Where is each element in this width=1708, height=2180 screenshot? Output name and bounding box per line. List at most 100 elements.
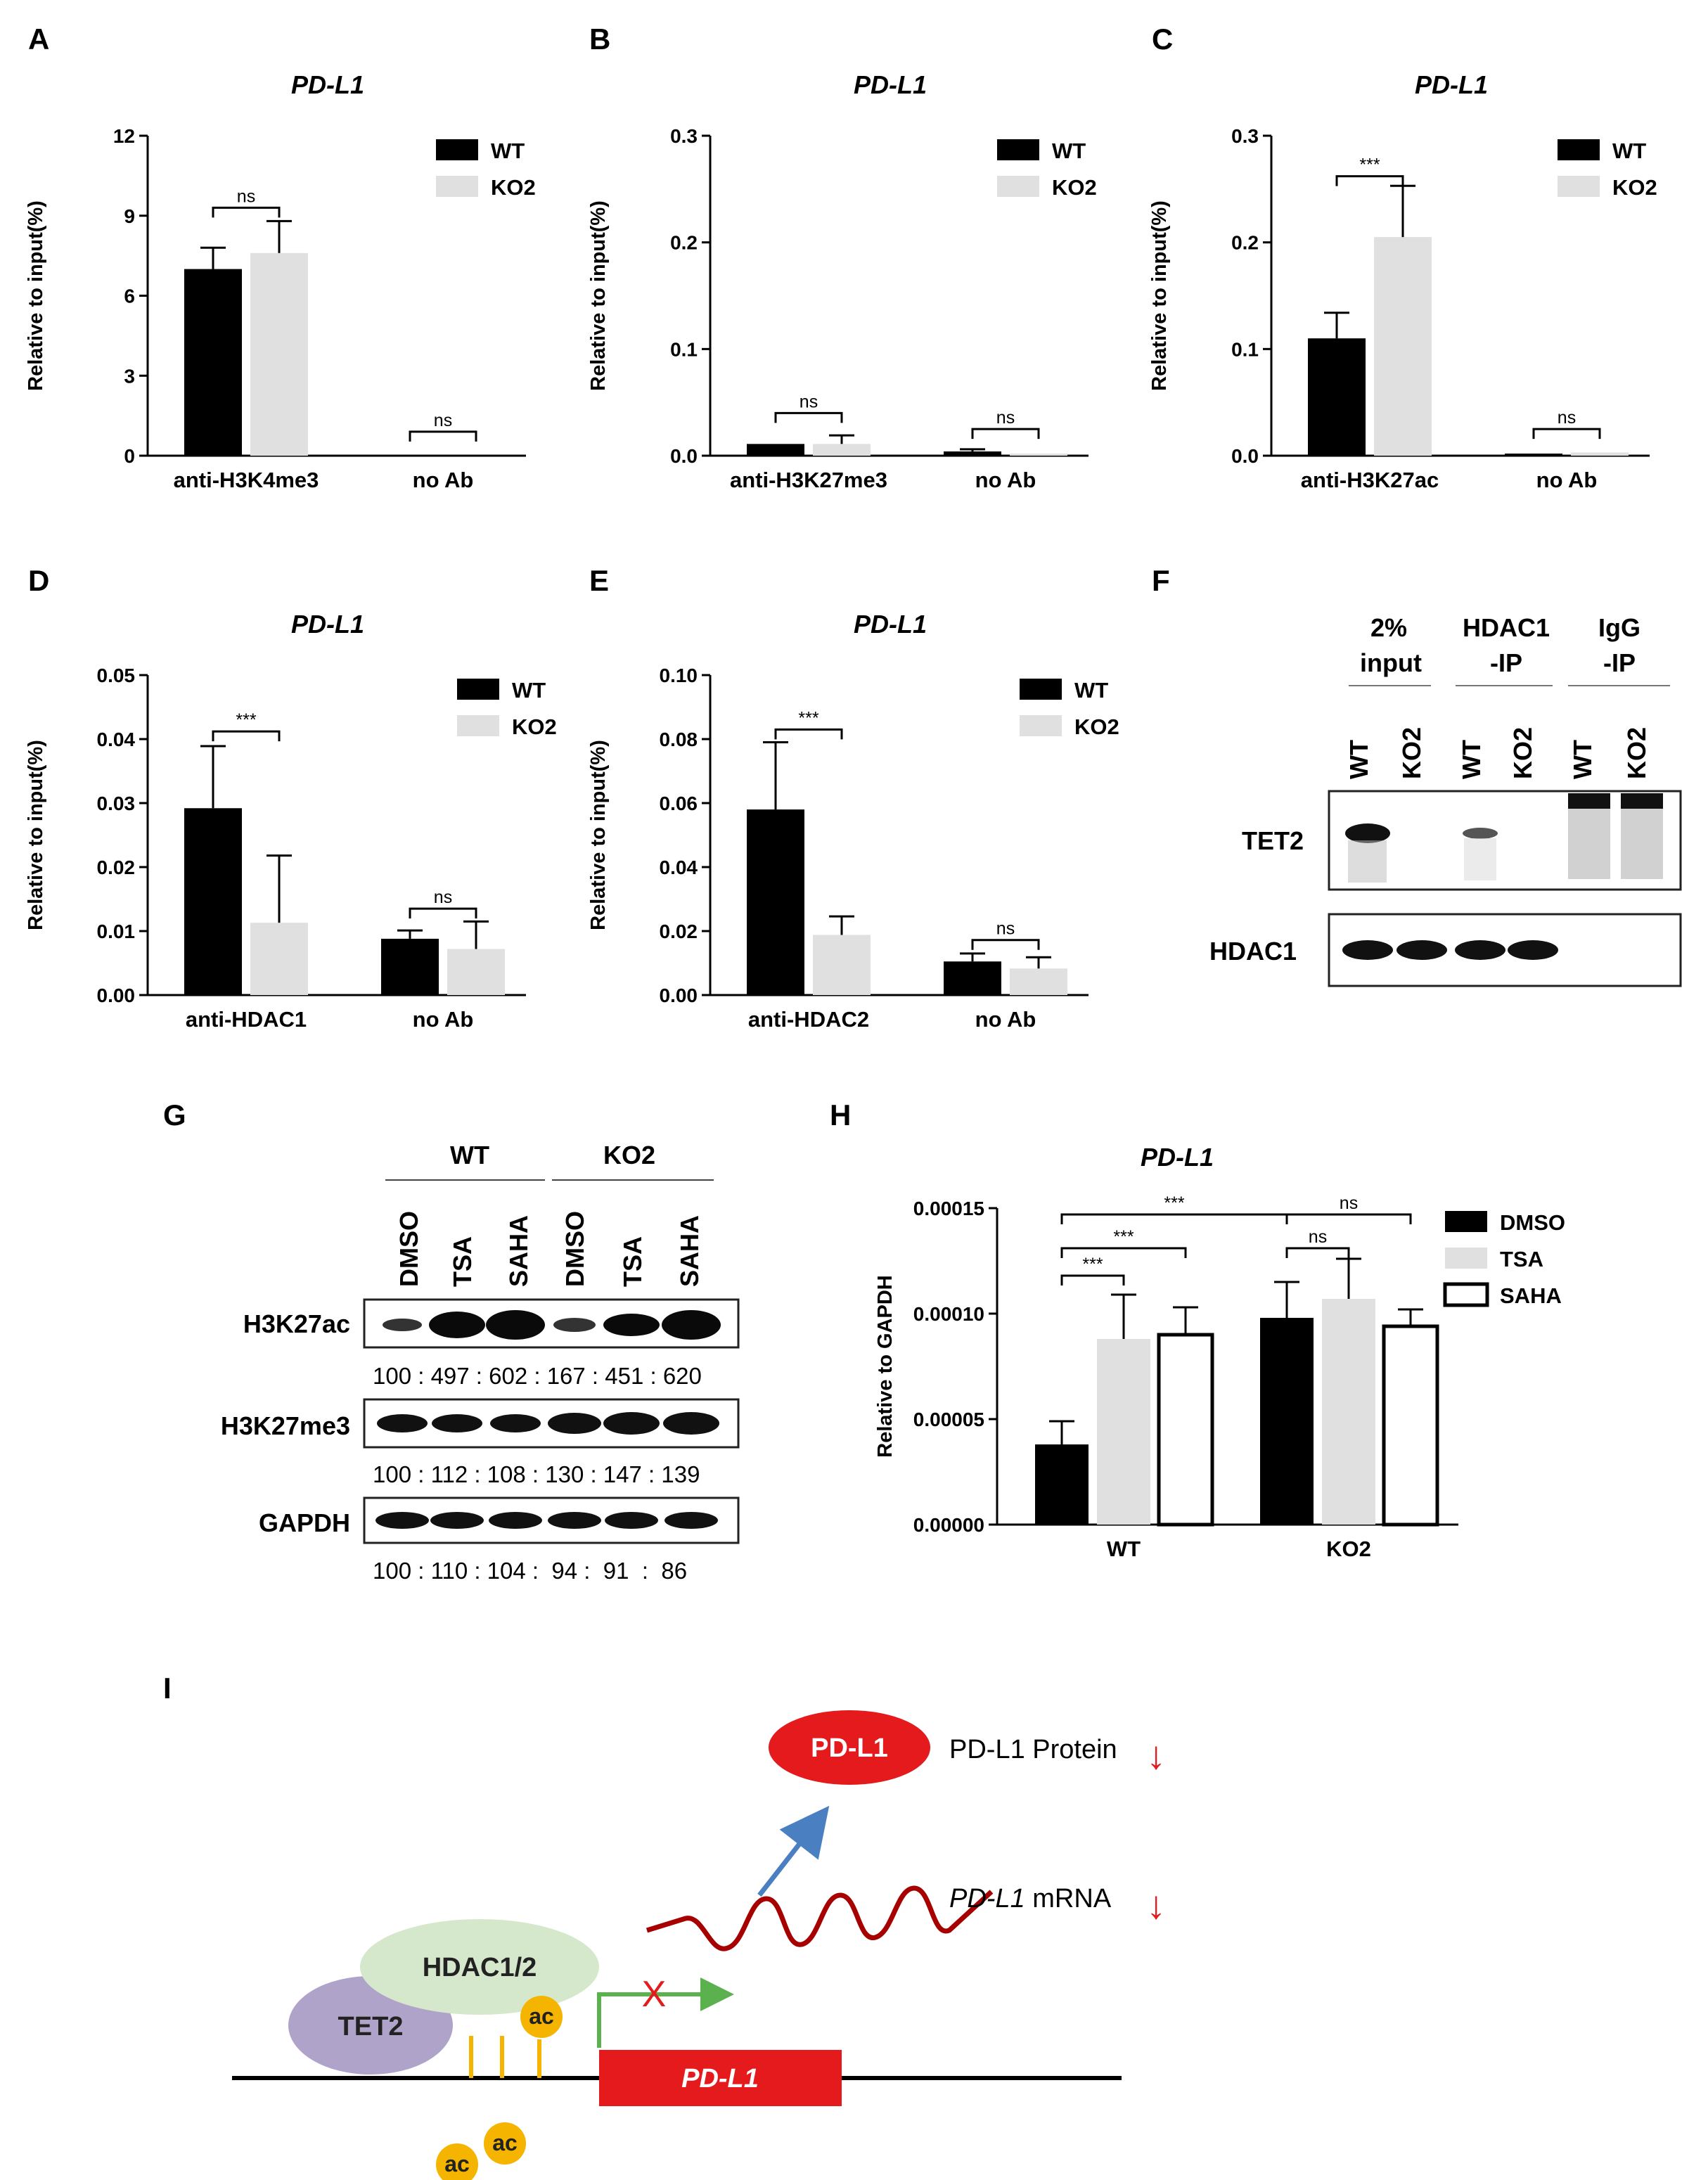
blot-g-lane-3: SAHA — [504, 1215, 533, 1287]
tet2-band — [1568, 793, 1610, 809]
band — [662, 1310, 721, 1340]
chart-b-bar — [944, 451, 1001, 456]
chart-e-legend-label: WT — [1074, 678, 1108, 703]
chart-d-y-tick-label: 0.04 — [97, 729, 136, 750]
chart-e-y-tick-label: 0.02 — [660, 921, 698, 942]
chart-e-sig-bracket — [971, 939, 1040, 950]
chart-h-sig-label: *** — [1082, 1255, 1103, 1274]
band — [430, 1512, 484, 1529]
panel-letter-g: G — [163, 1098, 186, 1131]
chart-b-y-tick-label: 0.1 — [670, 338, 698, 360]
chart-c-y-label: Relative to input(%) — [1148, 200, 1171, 391]
chart-c-legend-swatch — [1558, 176, 1600, 197]
panel-letter-h: H — [830, 1098, 851, 1131]
mrna-label: PD-L1 mRNA — [949, 1884, 1112, 1913]
chart-c-sig-label: *** — [1359, 155, 1380, 175]
chart-h-y-tick-label: 0.00005 — [913, 1409, 984, 1430]
hdac1-band — [1396, 940, 1447, 960]
band — [553, 1318, 596, 1332]
chart-e-legend-swatch — [1020, 679, 1062, 700]
chart-d-y-tick-label: 0.02 — [97, 857, 136, 878]
chart-h-sig-bracket — [1060, 1213, 1288, 1224]
protein-label: PD-L1 Protein — [949, 1735, 1117, 1764]
chart-a-title: PD-L1 — [291, 70, 364, 99]
chart-a-y-tick-label: 0 — [124, 445, 135, 467]
chart-d-legend-swatch — [457, 715, 499, 736]
translation-arrow — [757, 1805, 830, 1897]
chart-e-legend-swatch — [1020, 715, 1062, 736]
acetyl-mark — [520, 1996, 563, 2038]
chart-h-legend-swatch — [1445, 1211, 1487, 1232]
band — [663, 1412, 719, 1435]
blot-f-group-3-line-1: IgG — [1598, 613, 1640, 642]
mrna-down-arrow: ↓ — [1146, 1883, 1166, 1927]
protein-oval-label: PD-L1 — [811, 1733, 888, 1763]
tet2-label: TET2 — [338, 2012, 404, 2041]
chart-h-sig-bracket — [1060, 1274, 1125, 1285]
chart-e-bar — [813, 935, 871, 995]
chart-h-sig-label: ns — [1309, 1227, 1327, 1247]
chart-h-legend-swatch — [1443, 1282, 1489, 1307]
blot-f-group-2-line-1: HDAC1 — [1463, 613, 1550, 642]
blot-g-lane-1: DMSO — [394, 1211, 423, 1287]
chart-h-y-tick-label: 0.00000 — [913, 1514, 984, 1536]
band — [548, 1512, 601, 1529]
chart-d-legend-label: KO2 — [512, 714, 557, 739]
panel-letter-i: I — [163, 1672, 172, 1705]
chart-a-y-label: Relative to input(%) — [25, 200, 47, 391]
chart-e-sig-label: *** — [798, 708, 818, 728]
chart-d-bar — [447, 949, 505, 995]
chart-b-y-tick-label: 0.0 — [670, 445, 698, 467]
chart-a-y-tick-label: 3 — [124, 365, 135, 387]
chart-a-bar — [250, 252, 308, 456]
chart-h-category-label: KO2 — [1326, 1537, 1371, 1561]
blot-g-row-2-quant: 100 : 112 : 108 : 130 : 147 : 139 — [373, 1461, 700, 1487]
chart-d-y-tick-label: 0.00 — [97, 985, 136, 1006]
chart-h-bar — [1157, 1333, 1214, 1527]
chart-c-sig-bracket — [1532, 428, 1601, 440]
chart-a-y-tick-label: 6 — [124, 286, 135, 307]
blot-f-row-tet2: TET2 — [1242, 826, 1304, 855]
mrna-label-italic: PD-L1 — [949, 1884, 1025, 1913]
gene-label: PD-L1 — [681, 2064, 759, 2094]
chart-h-legend-label: TSA — [1500, 1247, 1543, 1271]
chart-d-y-tick-label: 0.05 — [97, 665, 136, 686]
chart-b-category-label: no Ab — [975, 468, 1036, 492]
hdac-oval — [360, 1919, 599, 2015]
block-mark: X — [642, 1974, 667, 2015]
blot-f-group-1-line-1: 2% — [1370, 613, 1407, 642]
chart-h-category-label: WT — [1107, 1537, 1141, 1561]
chart-e-category-label: no Ab — [975, 1007, 1036, 1032]
tet2-band — [1621, 793, 1663, 809]
chart-h-y-tick-label: 0.00010 — [913, 1303, 984, 1325]
blot-g-lane-5: TSA — [618, 1236, 647, 1287]
band — [486, 1310, 545, 1340]
tet2-band — [1463, 828, 1498, 839]
chart-b-sig-bracket — [774, 411, 843, 423]
chart-c-category-label: no Ab — [1536, 468, 1598, 492]
ac-label: ac — [444, 2151, 470, 2176]
blot-f: 2% input HDAC1 -IP IgG -IP WT KO2 WT KO2… — [1209, 613, 1682, 987]
chart-c-legend-swatch — [1558, 139, 1600, 160]
blot-g-lane-4: DMSO — [560, 1211, 589, 1287]
chart-c-sig-bracket — [1335, 175, 1404, 186]
ac-label: ac — [492, 2130, 518, 2155]
blot-f-lane-5: WT — [1568, 740, 1597, 779]
protein-down-arrow: ↓ — [1146, 1733, 1166, 1777]
blot-g-group-wt: WT — [450, 1141, 489, 1169]
band — [375, 1512, 429, 1529]
blot-g-row-3-label: GAPDH — [259, 1508, 350, 1537]
hdac1-band — [1508, 940, 1558, 960]
chart-c-legend-label: KO2 — [1612, 175, 1657, 200]
chart-d-title: PD-L1 — [291, 610, 364, 639]
chart-d-legend-label: WT — [512, 678, 546, 703]
band — [664, 1512, 718, 1529]
band — [603, 1314, 660, 1336]
chart-h-sig-bracket — [1060, 1247, 1187, 1258]
chart-d-category-label: no Ab — [413, 1007, 474, 1032]
chart-d-y-tick-label: 0.01 — [97, 921, 136, 942]
chart-c-bar — [1308, 338, 1366, 456]
chart-e-title: PD-L1 — [854, 610, 927, 639]
chart-c-y-tick-label: 0.1 — [1231, 338, 1259, 360]
chart-b-category-label: anti-H3K27me3 — [730, 468, 887, 492]
